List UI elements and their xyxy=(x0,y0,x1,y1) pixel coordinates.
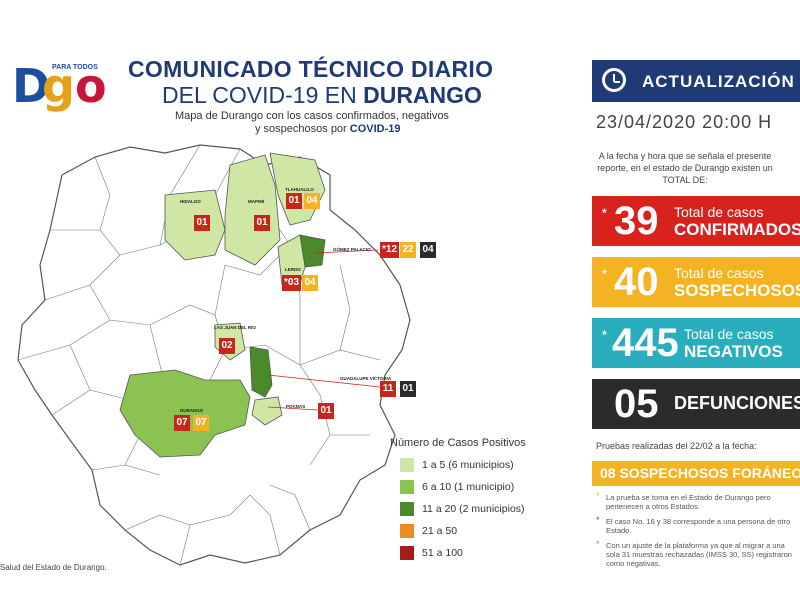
clock-icon xyxy=(602,68,626,92)
tag-tlahualilo-suspected: 04 xyxy=(304,193,320,209)
tag-gomez-deaths: 04 xyxy=(420,242,436,258)
municipio-poanas xyxy=(251,396,283,426)
update-label: ACTUALIZACIÓN xyxy=(642,72,795,91)
label-guadalupe: GUADALUPE VICTORIA xyxy=(340,376,392,381)
label-san-juan: LAS JUAN DEL RÍO xyxy=(214,325,256,330)
intro-text: A la fecha y hora que se señala el prese… xyxy=(597,151,773,185)
star-icon: * xyxy=(596,491,600,501)
stat-deaths: 05 DEFUNCIONES xyxy=(592,379,800,429)
page-title-line2: DEL COVID-19 EN DURANGO xyxy=(162,82,482,108)
municipio-guadalupe-victoria xyxy=(249,346,273,398)
logo-tagline: PARA TODOS xyxy=(52,64,98,71)
label-gomez-palacio: GÓMEZ PALACIO xyxy=(333,247,371,252)
stat-value: 05 xyxy=(614,382,659,426)
tag-gomez-confirmed: *12 xyxy=(380,242,400,258)
tag-poanas-confirmed: 01 xyxy=(318,403,334,419)
dgo-logo: D PARA TODOS go xyxy=(12,60,107,120)
leader-lines xyxy=(267,249,381,411)
tag-lerdo-confirmed: *03 xyxy=(282,275,302,291)
update-header: ACTUALIZACIÓN xyxy=(592,60,800,102)
legend-swatch xyxy=(400,546,414,560)
tag-lerdo-suspected: 04 xyxy=(302,275,318,291)
logo-letter-d: D xyxy=(12,59,51,113)
subtitle-line2: y sospechosos por COVID-19 xyxy=(255,123,401,135)
stat-value: 39 xyxy=(614,199,659,243)
star-icon: * xyxy=(602,267,607,281)
note-item: * El caso No. 16 y 38 corresponde a una … xyxy=(596,515,791,536)
note-item: * La prueba se toma en el Estado de Dura… xyxy=(596,491,771,512)
stat-label-bold: NEGATIVOS xyxy=(684,342,783,361)
stat-label: Total de casos xyxy=(674,204,764,220)
legend-swatch xyxy=(400,524,414,538)
stat-label: Total de casos xyxy=(684,326,774,342)
page-title: COMUNICADO TÉCNICO DIARIO xyxy=(128,56,494,82)
label-mapimi: MAPIMÍ xyxy=(248,199,265,204)
tag-guadalupe-confirmed: 11 xyxy=(380,381,396,397)
tag-mapimi-confirmed: 01 xyxy=(254,215,270,231)
tag-sanjuan-confirmed: 02 xyxy=(219,338,235,354)
legend-title: Número de Casos Positivos xyxy=(390,437,526,449)
tag-hidalgo-confirmed: 01 xyxy=(194,215,210,231)
label-lerdo: LERDO xyxy=(285,267,301,272)
update-datetime: 23/04/2020 20:00 H xyxy=(596,112,773,132)
star-icon: * xyxy=(596,539,600,549)
legend-swatch xyxy=(400,502,414,516)
source-note: Salud del Estado de Durango. xyxy=(0,563,107,572)
label-tlahualilo: TLAHUALILO xyxy=(285,187,314,192)
label-poanas: POANAS xyxy=(286,404,306,409)
stat-confirmed: * 39 Total de casos CONFIRMADOS xyxy=(592,196,800,246)
legend-swatch xyxy=(400,458,414,472)
tag-tlahualilo-confirmed: 01 xyxy=(286,193,302,209)
subtitle-line1: Mapa de Durango con los casos confirmado… xyxy=(175,110,449,122)
tag-guadalupe-deaths: 01 xyxy=(400,381,416,397)
logo-letters-go: go xyxy=(42,59,107,113)
tag-durango-confirmed: 07 xyxy=(174,415,190,431)
stat-label-bold: DEFUNCIONES xyxy=(674,393,800,413)
municipio-mapimi xyxy=(224,154,281,266)
star-icon: * xyxy=(596,515,600,525)
note-item: * Con un ajuste de la plataforma ya que … xyxy=(596,539,792,569)
stat-value: 40 xyxy=(614,260,659,304)
municipio-durango xyxy=(119,369,251,458)
stat-suspected: * 40 Total de casos SOSPECHOSOS xyxy=(592,257,800,307)
tests-caption: Pruebas realizadas del 22/02 a la fecha: xyxy=(596,441,757,451)
star-icon: * xyxy=(602,328,607,342)
label-hidalgo: HIDALGO xyxy=(180,199,201,204)
stat-label-bold: SOSPECHOSOS xyxy=(674,281,800,300)
tag-gomez-suspected: 22 xyxy=(400,242,416,258)
stat-label-bold: CONFIRMADOS xyxy=(674,220,800,239)
stat-label: Total de casos xyxy=(674,265,764,281)
stat-value: 445 xyxy=(612,321,679,365)
legend-swatch xyxy=(400,480,414,494)
label-durango: DURANGO xyxy=(180,408,204,413)
foraneos-banner: 08 SOSPECHOSOS FORÁNEOS xyxy=(592,461,800,486)
stat-negative: * 445 Total de casos NEGATIVOS xyxy=(592,318,800,368)
tag-durango-suspected: 07 xyxy=(193,415,209,431)
star-icon: * xyxy=(602,206,607,220)
